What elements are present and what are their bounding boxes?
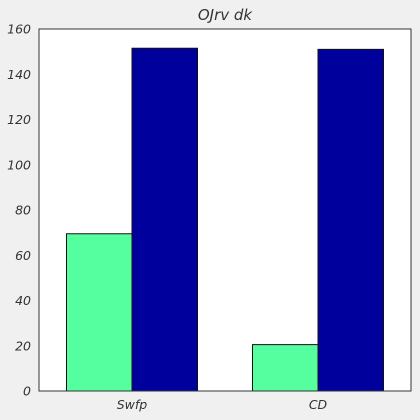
y-tick-label: 0 xyxy=(23,384,31,399)
bar-swfp-series-2 xyxy=(131,47,198,392)
y-tick-label: 40 xyxy=(15,293,31,308)
plot-frame xyxy=(38,28,412,392)
bars-layer xyxy=(66,47,384,392)
x-tick-label: CD xyxy=(309,397,328,412)
y-tick-label: 160 xyxy=(7,22,31,37)
x-axis-ticks: Swfp CD xyxy=(117,397,328,412)
y-axis-ticks: 0 20 40 60 80 100 120 140 160 xyxy=(7,22,31,399)
bar-cd-series-1 xyxy=(252,344,319,392)
x-tick-label: Swfp xyxy=(117,397,148,412)
y-tick-label: 140 xyxy=(7,67,31,82)
chart-title: OJrv dk xyxy=(198,6,254,24)
y-tick-label: 20 xyxy=(15,338,31,353)
bar-swfp-series-1 xyxy=(66,233,133,392)
y-tick-label: 100 xyxy=(7,157,31,172)
y-tick-label: 80 xyxy=(15,203,31,218)
bar-cd-series-2 xyxy=(317,48,384,392)
y-tick-label: 60 xyxy=(15,248,31,263)
y-tick-label: 120 xyxy=(7,112,31,127)
